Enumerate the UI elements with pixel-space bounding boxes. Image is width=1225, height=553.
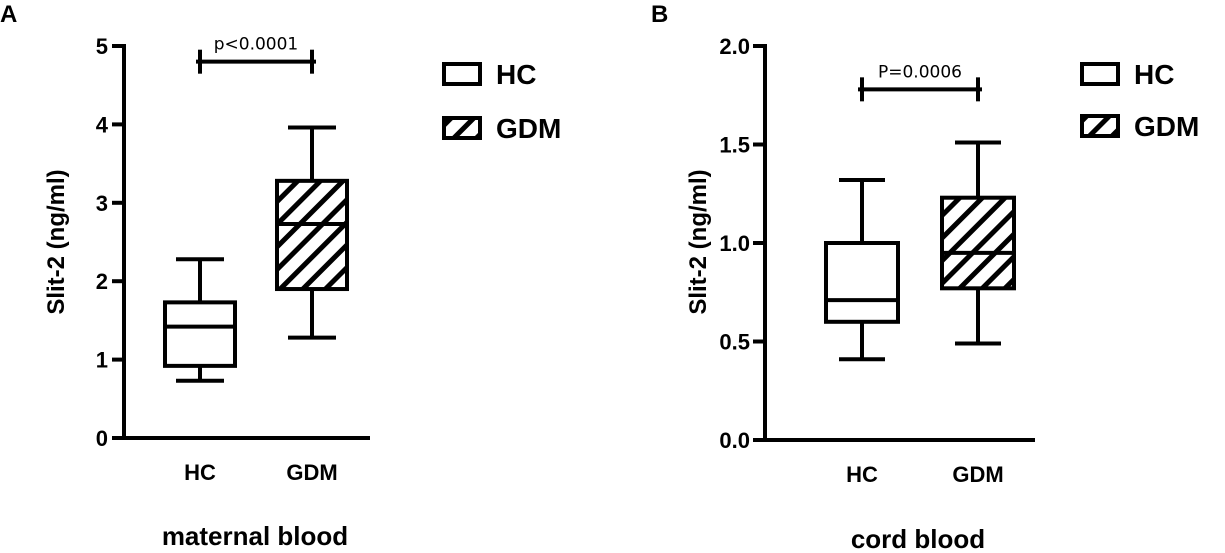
panel-b-boxes: HC GDM [824,140,1016,487]
box-iqr [275,178,349,292]
y-tick-label: 1.5 [719,133,750,158]
y-tick-label: 4 [96,112,109,137]
legend-swatch [1080,114,1120,138]
y-tick-label: 0 [96,426,108,451]
panel-a-boxes: HC GDM [163,125,349,485]
panel-a-y-axis-label: Slit-2 (ng/ml) [43,169,70,314]
panel-a-y-ticks: 0 1 2 3 4 5 [96,34,124,451]
panel-a-significance: p<0.0001 [196,35,316,74]
legend-swatch [442,116,482,140]
panel-label-b: B [651,1,668,28]
legend-item-hc: HC [442,59,536,90]
panel-b-legend: HC GDM [1080,59,1199,142]
panel-a-x-axis-label: maternal blood [162,521,348,551]
panel-b-x-axis-label: cord blood [851,524,985,553]
panel-b-significance: P=0.0006 [858,62,982,102]
y-tick-label: 1.0 [719,231,750,256]
x-category-label: GDM [286,460,337,485]
panel-label-a: A [0,1,17,28]
legend-label: GDM [496,113,561,144]
box-hc: HC [824,177,900,487]
y-tick-label: 3 [96,191,108,216]
y-tick-label: 5 [96,34,108,59]
panel-a: A 0 1 2 3 4 5 HC GDM p<0.0001 HC GDM Slit-2 (ng… [0,1,561,551]
x-category-label: HC [846,462,878,487]
box-gdm: GDM [275,125,349,485]
legend-swatch [442,62,482,86]
significance-label: p<0.0001 [214,35,299,55]
box-iqr [940,195,1016,291]
legend-label: GDM [1134,111,1199,142]
box-iqr [824,241,900,324]
legend-item-hc: HC [1080,59,1174,90]
y-tick-label: 2 [96,269,108,294]
legend-label: HC [496,59,536,90]
y-tick-label: 2.0 [719,34,750,59]
legend-item-gdm: GDM [442,113,561,144]
x-category-label: GDM [952,462,1003,487]
box-iqr [163,300,237,368]
box-hc: HC [163,257,237,485]
legend-swatch [1080,62,1120,86]
y-tick-label: 0.5 [719,330,750,355]
panel-b: B 0.0 0.5 1.0 1.5 2.0 HC GDM P=0.0006 HC GDM S… [651,1,1199,553]
y-tick-label: 0.0 [719,428,750,453]
panel-b-y-axis-label: Slit-2 (ng/ml) [685,169,712,314]
panel-a-axes [122,44,370,440]
legend-label: HC [1134,59,1174,90]
panel-b-y-ticks: 0.0 0.5 1.0 1.5 2.0 [719,34,765,453]
panel-a-legend: HC GDM [442,59,561,144]
y-tick-label: 1 [96,348,108,373]
significance-label: P=0.0006 [878,62,962,82]
box-gdm: GDM [940,140,1016,487]
legend-item-gdm: GDM [1080,111,1199,142]
x-category-label: HC [184,460,216,485]
